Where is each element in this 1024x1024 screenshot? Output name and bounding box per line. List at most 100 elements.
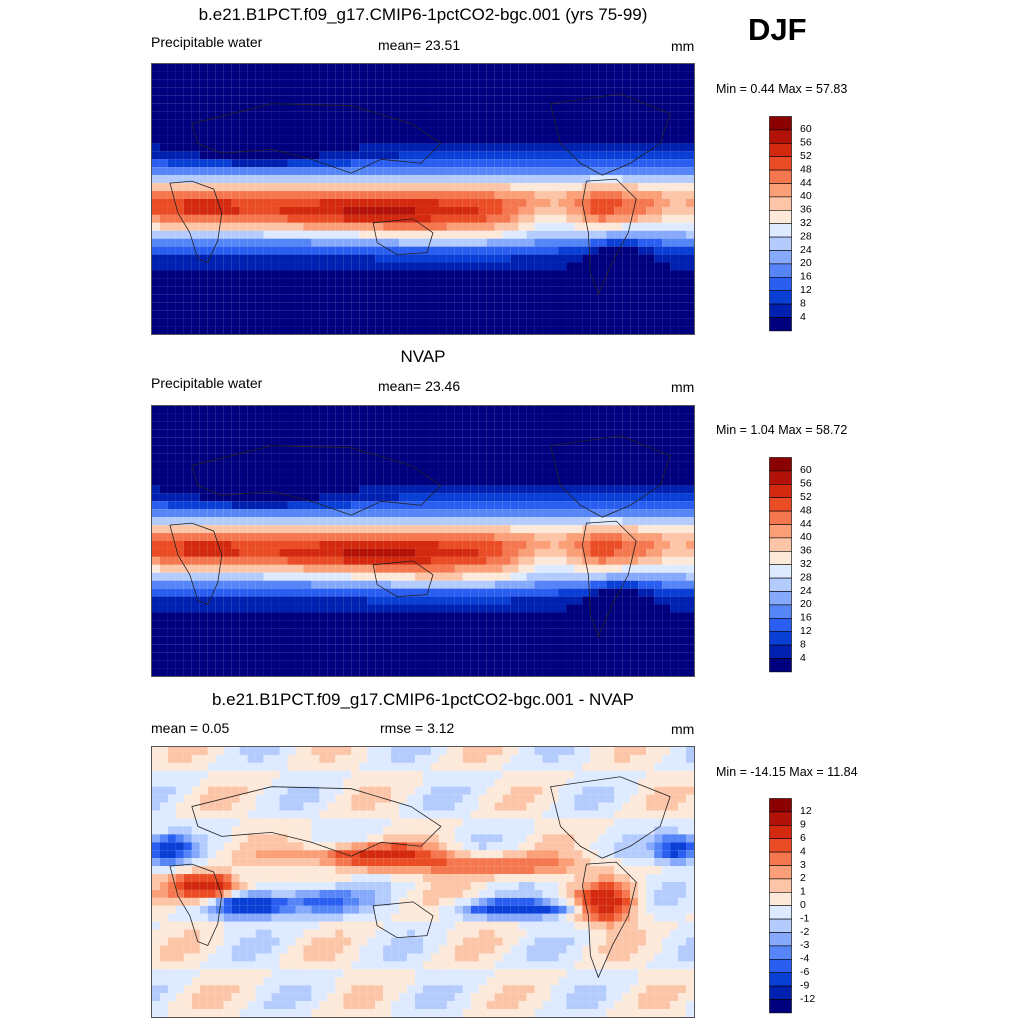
colorbar-swatch (769, 551, 792, 566)
colorbar-swatch (769, 811, 792, 826)
colorbar-tick-label: 60 (800, 464, 812, 476)
colorbar-swatch (769, 236, 792, 251)
colorbar-tick-label: 40 (800, 531, 812, 543)
colorbar-swatch (769, 156, 792, 171)
colorbar-swatch (769, 483, 792, 498)
colorbar-swatch (769, 263, 792, 278)
colorbar-swatch (769, 537, 792, 552)
colorbar-swatch (769, 250, 792, 265)
coastline-outline (550, 435, 671, 518)
colorbar-swatch (769, 959, 792, 974)
colorbar-tick-label: 9 (800, 819, 806, 831)
panel3-minmax: Min = -14.15 Max = 11.84 (716, 765, 858, 779)
colorbar-tick-label: 28 (800, 571, 812, 583)
colorbar-swatch (769, 196, 792, 211)
coastline-outline (550, 776, 671, 859)
coastline-outline (582, 520, 637, 638)
colorbar-swatch (769, 129, 792, 144)
colorbar-swatch (769, 577, 792, 592)
colorbar-tick-label: 48 (800, 504, 812, 516)
colorbar-tick-label: 6 (800, 832, 806, 844)
colorbar-tick-label: 48 (800, 163, 812, 175)
panel2-left-label: Precipitable water (151, 375, 263, 391)
colorbar-tick-label: 1 (800, 886, 806, 898)
colorbar-swatch (769, 457, 792, 472)
colorbar-swatch (769, 303, 792, 318)
coastline-outline (191, 103, 442, 174)
colorbar-swatch (769, 824, 792, 839)
colorbar-swatch (769, 878, 792, 893)
colorbar-swatch (769, 524, 792, 539)
season-label: DJF (748, 12, 807, 47)
panel1-minmax: Min = 0.44 Max = 57.83 (716, 82, 848, 96)
colorbar-tick-label: 0 (800, 899, 806, 911)
colorbar-tick-label: -3 (800, 939, 809, 951)
colorbar-tick-label: 4 (800, 311, 806, 323)
colorbar-tick-label: 44 (800, 177, 812, 189)
panel1-units: mm (671, 38, 695, 54)
colorbar-swatch (769, 510, 792, 525)
panel2-title: NVAP (400, 347, 446, 366)
colorbar-swatch (769, 905, 792, 920)
colorbar-tick-label: 60 (800, 123, 812, 135)
coastline-outline (372, 560, 434, 597)
colorbar-tick-label: 16 (800, 271, 812, 283)
colorbar-tick-label: 2 (800, 872, 806, 884)
colorbar-swatch (769, 918, 792, 933)
colorbar-tick-label: 20 (800, 598, 812, 610)
colorbar-swatch (769, 169, 792, 184)
panel1-left-label: Precipitable water (151, 34, 263, 50)
colorbar-tick-label: -9 (800, 979, 809, 991)
panel1-title: b.e21.B1PCT.f09_g17.CMIP6-1pctCO2-bgc.00… (198, 5, 648, 24)
colorbar-swatch (769, 142, 792, 157)
colorbar-swatch (769, 932, 792, 947)
colorbar-swatch (769, 644, 792, 659)
colorbar-swatch (769, 591, 792, 606)
coastline-outline (169, 522, 223, 606)
colorbar-swatch (769, 116, 792, 131)
panel3-map (151, 746, 695, 1018)
colorbar-swatch (769, 317, 792, 332)
colorbar-tick-label: 36 (800, 204, 812, 216)
colorbar-swatch (769, 277, 792, 292)
colorbar-tick-label: -12 (800, 993, 815, 1005)
colorbar-swatch (769, 223, 792, 238)
panel3-title: b.e21.B1PCT.f09_g17.CMIP6-1pctCO2-bgc.00… (211, 690, 635, 709)
colorbar-tick-label: -4 (800, 953, 809, 965)
colorbar-tick-label: 8 (800, 638, 806, 650)
panel2-minmax: Min = 1.04 Max = 58.72 (716, 423, 848, 437)
colorbar-tick-label: 12 (800, 805, 812, 817)
colorbar-swatch (769, 618, 792, 633)
colorbar-swatch (769, 183, 792, 198)
colorbar-tick-label: 32 (800, 217, 812, 229)
colorbar-swatch (769, 604, 792, 619)
panel1-map (151, 63, 695, 335)
colorbar-swatch (769, 631, 792, 646)
colorbar-tick-label: -1 (800, 912, 809, 924)
coastline-outline (550, 93, 671, 176)
colorbar-tick-label: 20 (800, 257, 812, 269)
colorbar-tick-label: 32 (800, 558, 812, 570)
colorbar-swatch (769, 470, 792, 485)
colorbar-tick-label: 12 (800, 284, 812, 296)
colorbar-tick-label: 44 (800, 518, 812, 530)
panel3-colorbar: 12 9 6 4 3 2 1 0 -1 -2 -3 -4 -6 -9 -12 (769, 798, 839, 1014)
colorbar-tick-label: -2 (800, 926, 809, 938)
coastline-outline (582, 178, 637, 296)
coastline-outline (372, 901, 434, 938)
colorbar-tick-label: 36 (800, 545, 812, 557)
coastline-outline (582, 861, 637, 979)
colorbar-tick-label: -6 (800, 966, 809, 978)
coastline-outline (169, 180, 223, 264)
colorbar-swatch (769, 497, 792, 512)
colorbar-swatch (769, 972, 792, 987)
colorbar-swatch (769, 564, 792, 579)
colorbar-tick-label: 56 (800, 478, 812, 490)
panel3-rmse-label: rmse = 3.12 (380, 720, 455, 736)
colorbar-tick-label: 4 (800, 845, 806, 857)
colorbar-swatch (769, 658, 792, 673)
colorbar-tick-label: 28 (800, 230, 812, 242)
coastline-outline (191, 786, 442, 857)
colorbar-tick-label: 8 (800, 297, 806, 309)
colorbar-tick-label: 16 (800, 612, 812, 624)
